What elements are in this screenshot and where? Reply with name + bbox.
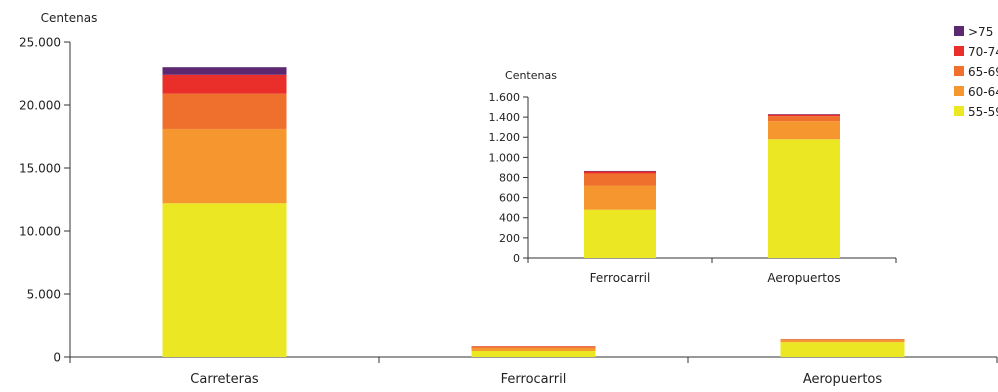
legend-swatch xyxy=(954,66,964,76)
y-tick-label: 25.000 xyxy=(19,35,61,49)
y-tick-label: 0 xyxy=(53,350,61,364)
y-tick-label: 1.400 xyxy=(489,111,521,124)
y-tick-label: 800 xyxy=(499,171,520,184)
bar-segment xyxy=(584,209,656,258)
legend-label: 55-59 xyxy=(968,105,998,119)
bar-segment xyxy=(584,173,656,186)
main-chart: 0 5.000 10.000 15.000 20.000 25.000 Centenas Ca… xyxy=(19,11,998,387)
y-tick-label: 10.000 xyxy=(19,224,61,238)
legend-swatch xyxy=(954,86,964,96)
legend-label: 70-74 xyxy=(968,45,998,59)
bar-segment xyxy=(584,185,656,210)
bar-segment xyxy=(780,339,905,340)
bar-segment xyxy=(780,339,905,343)
bar-segment xyxy=(471,346,596,348)
y-axis-title: Centenas xyxy=(41,11,98,25)
legend-swatch xyxy=(954,106,964,116)
legend-swatch xyxy=(954,46,964,56)
x-tick-label: Aeropuertos xyxy=(767,271,840,285)
y-tick-label: 1.600 xyxy=(489,91,521,104)
bar-segment xyxy=(768,116,840,122)
bar-segment xyxy=(471,347,596,351)
bar-segment xyxy=(768,139,840,258)
bar-segment xyxy=(162,74,287,94)
inset-chart: 0 200 400 600 800 1.000 1.200 1.400 1.600 Centena… xyxy=(489,69,897,285)
y-tick-label: 20.000 xyxy=(19,98,61,112)
legend-label: 60-64 xyxy=(968,85,998,99)
y-tick-label: 200 xyxy=(499,232,520,245)
y-tick-label: 600 xyxy=(499,192,520,205)
bar-segment xyxy=(162,67,287,75)
bar-segment xyxy=(162,203,287,357)
bar-segment xyxy=(768,121,840,140)
y-tick-label: 5.000 xyxy=(27,287,61,301)
bar-segment xyxy=(162,93,287,129)
y-tick-label: 1.000 xyxy=(489,151,521,164)
y-tick-label: 400 xyxy=(499,212,520,225)
y-axis-title: Centenas xyxy=(505,69,557,82)
x-tick-label: Aeropuertos xyxy=(803,372,883,387)
bar-segment xyxy=(584,170,656,172)
y-tick-label: 1.200 xyxy=(489,131,521,144)
x-tick-label: Ferrocarril xyxy=(590,271,651,285)
bar-segment xyxy=(768,114,840,115)
bar-segment xyxy=(162,128,287,204)
bar-segment xyxy=(768,114,840,117)
legend: >75 70-74 65-69 60-64 55-59 xyxy=(954,25,998,119)
legend-label: 65-69 xyxy=(968,65,998,79)
legend-label: >75 xyxy=(968,25,993,39)
y-tick-label: 0 xyxy=(513,252,520,265)
bar-segment xyxy=(780,342,905,357)
legend-swatch xyxy=(954,26,964,36)
bar-segment xyxy=(471,350,596,357)
x-tick-label: Carreteras xyxy=(190,372,259,387)
bar-segment xyxy=(584,171,656,174)
y-tick-label: 15.000 xyxy=(19,161,61,175)
x-tick-label: Ferrocarril xyxy=(501,372,567,387)
